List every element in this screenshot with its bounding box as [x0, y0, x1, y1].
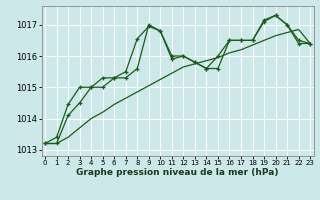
X-axis label: Graphe pression niveau de la mer (hPa): Graphe pression niveau de la mer (hPa)	[76, 168, 279, 177]
